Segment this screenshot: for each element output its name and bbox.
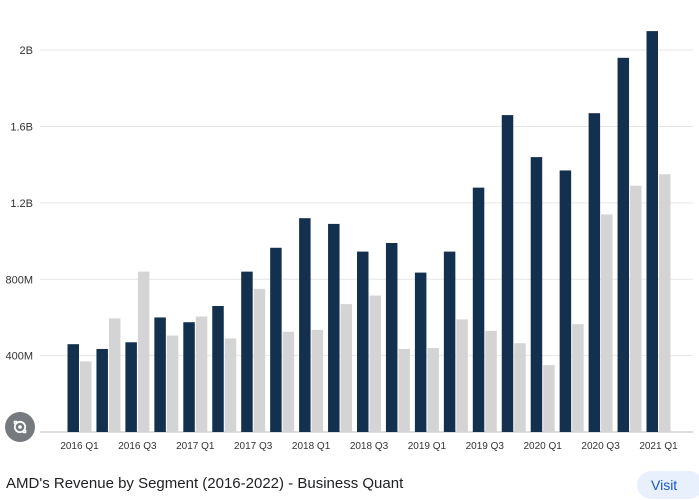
bar-series-1-2018-q4 [385,243,398,432]
bar-series-1-2019-q3 [472,187,485,432]
bar-series-2-2018-q3 [369,295,381,432]
x-tick-label: 2019 Q3 [466,441,505,452]
y-tick-label: 1.6B [10,122,33,134]
bar-series-1-2020-q4 [617,57,630,433]
bar-series-1-2016-q1 [67,344,79,432]
x-tick-label: 2016 Q3 [118,441,157,452]
bar-series-1-2017-q4 [270,247,282,432]
x-tick-label: 2020 Q3 [581,441,620,452]
bar-series-1-2017-q1 [183,322,195,432]
lens-search-icon [13,420,27,434]
bar-series-2-2019-q4 [514,343,526,432]
x-tick-label: 2018 Q1 [292,441,331,452]
bar-series-2-2018-q4 [398,348,410,432]
bar-series-2-2016-q3 [137,271,150,432]
bar-series-2-2018-q1 [311,329,324,432]
x-tick-label: 2018 Q3 [350,441,389,452]
x-tick-label: 2017 Q1 [176,441,215,452]
y-tick-label: 2B [20,45,33,57]
bar-series-2-2017-q4 [282,331,295,432]
revenue-bar-chart: 400M 800M 1.2B 1.6B 2B 2016 Q1 2016 Q3 2017 Q1 2… [5,31,693,452]
bar-series-2-2016-q4 [166,335,179,432]
bar-series-1-2019-q1 [414,272,427,432]
x-tick-label: 2021 Q1 [639,441,678,452]
y-tick-label: 1.2B [10,198,33,210]
bar-series-2-2021-q1 [659,174,671,433]
bar-series-2-2018-q2 [340,304,353,432]
bar-series-1-2020-q1 [530,157,543,432]
bar-series-1-2020-q2 [559,170,572,433]
bar-series-2-2020-q2 [572,324,584,432]
bar-series-1-2016-q4 [154,317,166,432]
bar-series-1-2017-q2 [212,306,224,432]
bar-series-1-2018-q1 [299,218,311,432]
bar-series-1-2018-q2 [328,223,340,432]
y-tick-label: 400M [5,351,33,363]
bar-series-2-2017-q3 [253,288,266,432]
lens-search-button[interactable] [5,412,35,442]
bar-series-1-2018-q3 [357,251,369,432]
bar-series-2-2017-q2 [224,338,237,432]
bar-series-2-2019-q3 [485,330,497,432]
bar-series-1-2016-q2 [96,348,108,432]
image-source-title[interactable]: AMD's Revenue by Segment (2016-2022) - B… [6,475,404,492]
y-tick-label: 800M [5,274,33,286]
bar-series-1-2020-q3 [588,113,601,432]
bar-series-1-2016-q3 [125,342,137,432]
bar-series-2-2019-q1 [427,348,439,432]
bar-series-2-2020-q1 [543,365,555,432]
x-tick-label: 2017 Q3 [234,441,273,452]
bar-series-1-2019-q4 [501,115,514,432]
bar-series-1-2019-q2 [443,251,456,432]
visit-button[interactable]: Visit [637,471,699,499]
bar-series-2-2016-q2 [108,318,121,432]
bar-series-1-2021-q1 [646,31,658,432]
x-tick-label: 2019 Q1 [408,441,447,452]
bar-series-2-2020-q3 [601,214,613,432]
x-tick-label: 2020 Q1 [524,441,563,452]
bar-series-2-2019-q2 [456,319,468,432]
bar-series-2-2017-q1 [195,316,208,432]
x-tick-label: 2016 Q1 [60,441,99,452]
bar-series-1-2017-q3 [241,271,253,432]
bar-series-2-2016-q1 [80,361,92,432]
bar-series-2-2020-q4 [630,185,642,432]
caption-bar: AMD's Revenue by Segment (2016-2022) - B… [0,466,699,500]
